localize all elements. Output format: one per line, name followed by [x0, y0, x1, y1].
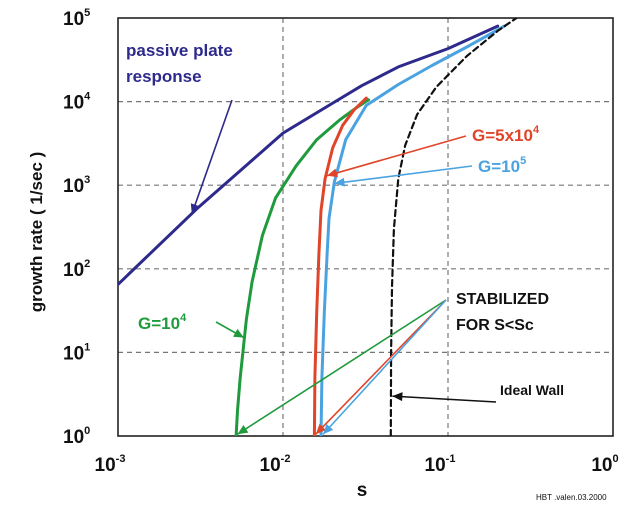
y-tick-exp: 0 — [84, 425, 90, 437]
ideal-wall-label: Ideal Wall — [500, 382, 564, 398]
y-tick-base: 10 — [63, 427, 84, 448]
y-tick-label: 102 — [63, 258, 90, 281]
x-tick-exp: 0 — [613, 453, 619, 465]
y-tick-base: 10 — [63, 93, 84, 114]
x-tick-exp: -3 — [116, 453, 126, 465]
x-tick-base: 10 — [591, 455, 612, 476]
y-tick-base: 10 — [63, 176, 84, 197]
g1e4-label: G=104 — [138, 312, 187, 333]
x-axis-label: s — [357, 480, 368, 501]
y-tick-label: 101 — [63, 341, 90, 364]
x-tick-base: 10 — [95, 455, 116, 476]
stabilized-arrow-green — [237, 299, 447, 435]
y-tick-exp: 5 — [84, 7, 90, 19]
x-tick-label: 100 — [591, 453, 618, 476]
x-tick-label: 10-3 — [95, 453, 126, 476]
plot-frame — [117, 17, 614, 437]
g1e4-label-exp: 4 — [180, 312, 187, 324]
y-tick-label: 104 — [63, 91, 91, 114]
g5e4-label-exp: 4 — [533, 124, 540, 136]
y-tick-base: 10 — [63, 343, 84, 364]
stabilized-arrow-red — [315, 299, 447, 435]
x-tick-labels: 10-3 10-2 10-1 100 — [95, 453, 619, 476]
y-tick-base: 10 — [63, 260, 84, 281]
stabilized-label-line1: STABILIZED — [456, 291, 549, 308]
g1e4-label-base: G=10 — [138, 314, 180, 333]
y-tick-label: 100 — [63, 425, 90, 448]
ideal-wall-arrow — [392, 392, 497, 403]
series-line-g-10-5 — [319, 24, 506, 436]
passive-label-line2: response — [126, 67, 202, 86]
g1e5-label: G=105 — [478, 155, 526, 176]
passive-arrow — [190, 99, 233, 215]
stabilized-label-line2: FOR S<Sc — [456, 317, 534, 334]
g5e4-arrow — [326, 135, 467, 178]
x-tick-exp: -2 — [281, 453, 291, 465]
x-tick-label: 10-1 — [425, 453, 456, 476]
g5e4-label-base: G=5x10 — [472, 126, 533, 145]
y-tick-exp: 4 — [84, 91, 91, 103]
annotation-arrows — [190, 99, 497, 435]
series-line-g-10-4 — [234, 98, 371, 436]
series-line-passive-plate-response — [118, 24, 500, 286]
g1e4-arrow — [215, 321, 245, 339]
y-tick-exp: 3 — [84, 174, 90, 186]
g1e5-arrow — [334, 165, 473, 187]
x-tick-base: 10 — [425, 455, 446, 476]
y-tick-label: 105 — [63, 7, 90, 30]
y-tick-label: 103 — [63, 174, 90, 197]
series-line-ideal-wall — [389, 18, 518, 436]
y-axis-label: growth rate ( 1/sec ) — [27, 152, 46, 313]
y-tick-base: 10 — [63, 9, 84, 30]
g1e5-label-exp: 5 — [520, 155, 526, 167]
x-tick-label: 10-2 — [260, 453, 291, 476]
passive-label-line1: passive plate — [126, 41, 233, 60]
series-lines — [118, 18, 518, 436]
plot-background — [118, 18, 613, 436]
y-tick-exp: 1 — [84, 341, 90, 353]
series-line-g-5x10-4 — [312, 96, 368, 436]
g5e4-label: G=5x104 — [472, 124, 540, 145]
credit-text: HBT .valen.03.2000 — [536, 493, 607, 502]
x-tick-exp: -1 — [446, 453, 456, 465]
stabilized-arrow-blue — [322, 299, 447, 435]
x-tick-base: 10 — [260, 455, 281, 476]
y-tick-exp: 2 — [84, 258, 90, 270]
g1e5-label-base: G=10 — [478, 157, 520, 176]
